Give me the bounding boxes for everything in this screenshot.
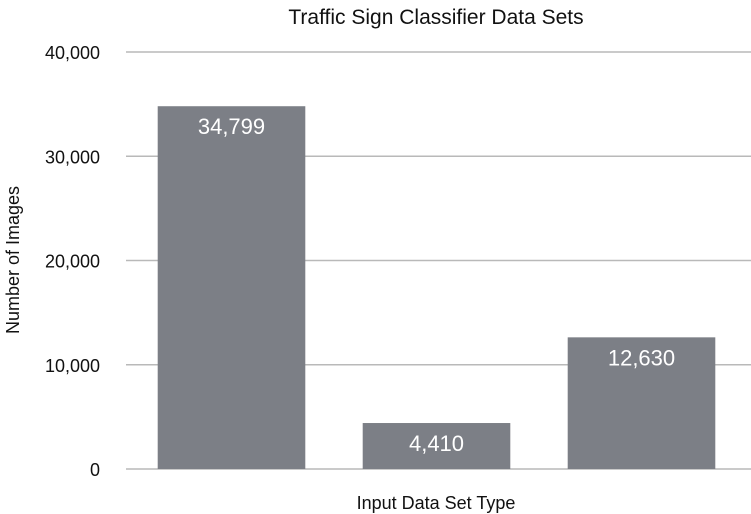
- bar: [567, 337, 716, 469]
- y-tick-label: 20,000: [45, 252, 100, 272]
- y-tick-label: 10,000: [45, 356, 100, 376]
- y-tick-label: 40,000: [45, 43, 100, 63]
- chart-title: Traffic Sign Classifier Data Sets: [288, 6, 583, 29]
- y-axis-ticks: 0 10,000 20,000 30,000 40,000: [45, 43, 100, 480]
- y-tick-label: 0: [90, 460, 100, 480]
- bar: [157, 106, 306, 469]
- bar: [362, 423, 511, 469]
- bar-value-label: 34,799: [198, 114, 265, 139]
- bar-value-label: 4,410: [409, 431, 464, 456]
- y-tick-label: 30,000: [45, 147, 100, 167]
- bar-value-labels: 34,799 4,410 12,630: [198, 114, 675, 456]
- y-axis-title: Number of Images: [3, 186, 23, 334]
- bar-value-label: 12,630: [608, 345, 675, 370]
- bars: [157, 106, 716, 469]
- x-axis-title: Input Data Set Type: [357, 493, 516, 513]
